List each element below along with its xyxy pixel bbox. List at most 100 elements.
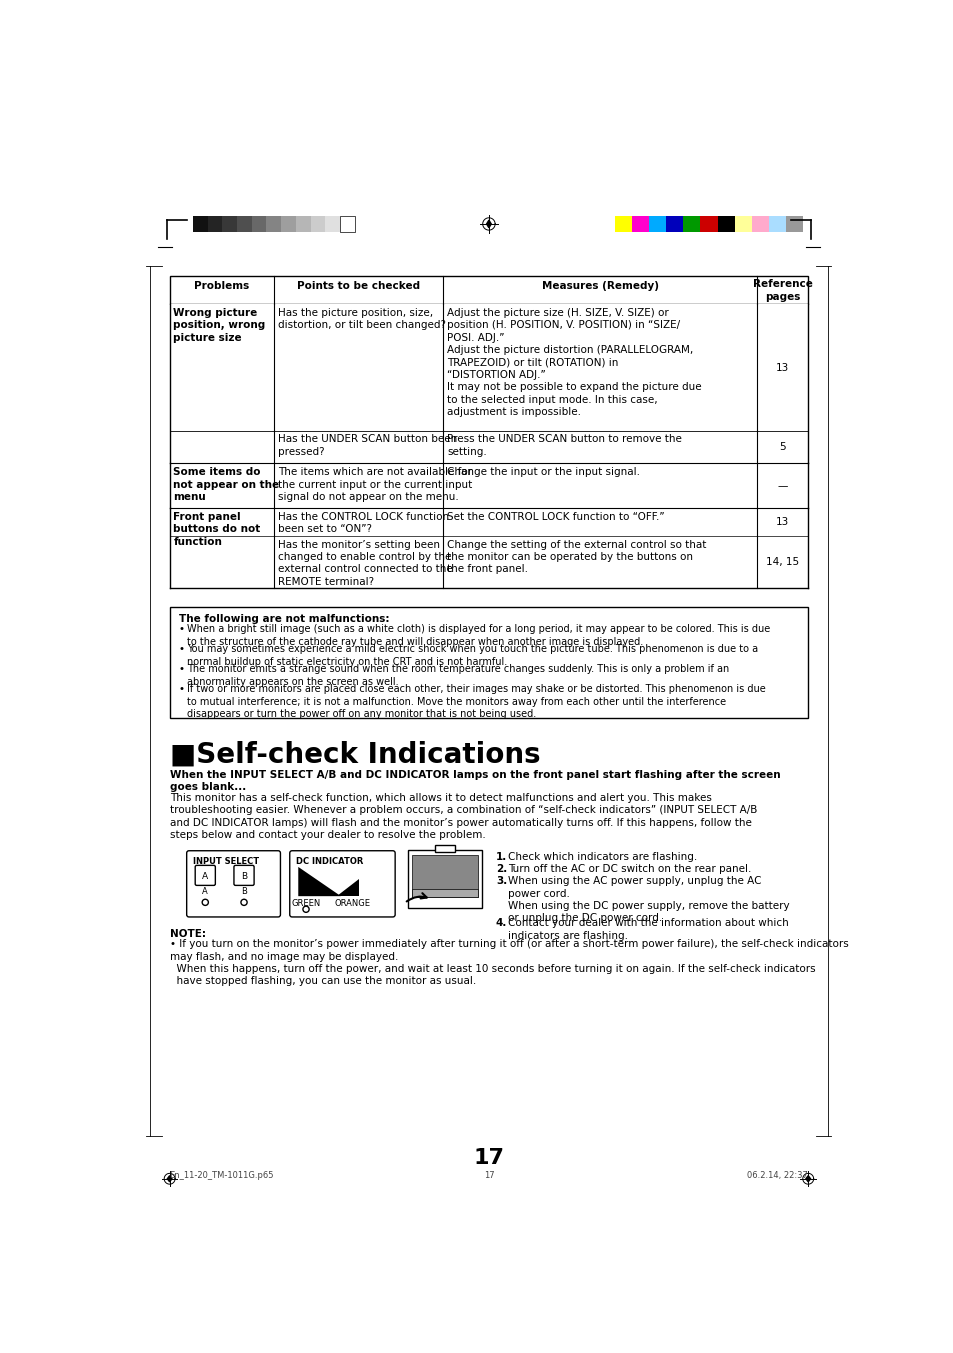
Text: B: B bbox=[241, 888, 247, 896]
FancyBboxPatch shape bbox=[290, 851, 395, 917]
Text: Has the monitor’s setting been
changed to enable control by the
external control: Has the monitor’s setting been changed t… bbox=[278, 540, 453, 587]
Text: B: B bbox=[241, 873, 247, 881]
Bar bbox=[615, 216, 632, 231]
Text: When a bright still image (such as a white cloth) is displayed for a long period: When a bright still image (such as a whi… bbox=[187, 624, 769, 647]
Bar bbox=[435, 846, 455, 851]
Bar bbox=[717, 216, 734, 231]
Text: A: A bbox=[202, 873, 208, 881]
Text: Change the input or the input signal.: Change the input or the input signal. bbox=[447, 467, 639, 478]
Text: Points to be checked: Points to be checked bbox=[296, 281, 420, 291]
Bar bbox=[311, 216, 325, 231]
Text: 1.: 1. bbox=[496, 851, 507, 862]
Text: When using the AC power supply, unplug the AC
power cord.
When using the DC powe: When using the AC power supply, unplug t… bbox=[508, 877, 789, 923]
Bar bbox=[170, 607, 807, 717]
Text: —: — bbox=[777, 480, 787, 491]
Text: The monitor emits a strange sound when the room temperature changes suddenly. Th: The monitor emits a strange sound when t… bbox=[187, 664, 728, 687]
Bar bbox=[170, 509, 807, 589]
Text: You may sometimes experience a mild electric shock when you touch the picture tu: You may sometimes experience a mild elec… bbox=[187, 644, 757, 667]
Bar bbox=[295, 216, 311, 231]
Bar bbox=[252, 216, 266, 231]
Text: 17: 17 bbox=[473, 1147, 504, 1168]
Polygon shape bbox=[486, 221, 491, 227]
Polygon shape bbox=[298, 867, 340, 896]
Polygon shape bbox=[805, 1176, 810, 1181]
Text: Has the CONTROL LOCK function
been set to “ON”?: Has the CONTROL LOCK function been set t… bbox=[278, 511, 449, 534]
Text: 13: 13 bbox=[775, 363, 788, 372]
Text: Wrong picture
position, wrong
picture size: Wrong picture position, wrong picture si… bbox=[173, 308, 266, 342]
Polygon shape bbox=[336, 879, 358, 896]
Text: Check which indicators are flashing.: Check which indicators are flashing. bbox=[508, 851, 697, 862]
Bar bbox=[682, 216, 700, 231]
Bar bbox=[632, 216, 649, 231]
Text: Adjust the picture size (H. SIZE, V. SIZE) or
position (H. POSITION, V. POSITION: Adjust the picture size (H. SIZE, V. SIZ… bbox=[447, 308, 701, 417]
Bar bbox=[785, 216, 802, 231]
Bar bbox=[700, 216, 717, 231]
Bar bbox=[170, 464, 807, 509]
Text: DC INDICATOR: DC INDICATOR bbox=[295, 856, 363, 866]
Text: The following are not malfunctions:: The following are not malfunctions: bbox=[179, 613, 389, 624]
Bar bbox=[734, 216, 751, 231]
Bar bbox=[266, 216, 281, 231]
Text: ORANGE: ORANGE bbox=[335, 900, 370, 908]
Circle shape bbox=[202, 900, 208, 905]
Text: If two or more monitors are placed close each other, their images may shake or b: If two or more monitors are placed close… bbox=[187, 685, 764, 720]
Text: Front panel
buttons do not
function: Front panel buttons do not function bbox=[173, 511, 260, 547]
Polygon shape bbox=[167, 1176, 172, 1181]
Text: When the INPUT SELECT A/B and DC INDICATOR lamps on the front panel start flashi: When the INPUT SELECT A/B and DC INDICAT… bbox=[170, 770, 780, 793]
Bar bbox=[666, 216, 682, 231]
Bar bbox=[170, 276, 807, 304]
Bar bbox=[751, 216, 768, 231]
Text: Some items do
not appear on the
menu: Some items do not appear on the menu bbox=[173, 467, 279, 502]
Text: A: A bbox=[202, 888, 208, 896]
Text: 4.: 4. bbox=[496, 919, 507, 928]
Bar bbox=[412, 855, 477, 897]
Bar bbox=[412, 889, 477, 897]
Text: NOTE:: NOTE: bbox=[170, 928, 206, 939]
Text: •: • bbox=[179, 624, 185, 635]
Text: • If you turn on the monitor’s power immediately after turning it off (or after : • If you turn on the monitor’s power imm… bbox=[170, 939, 847, 986]
Text: 06.2.14, 22:37: 06.2.14, 22:37 bbox=[746, 1172, 807, 1180]
Text: 2.: 2. bbox=[496, 863, 507, 874]
FancyBboxPatch shape bbox=[233, 866, 253, 885]
FancyBboxPatch shape bbox=[195, 866, 215, 885]
FancyBboxPatch shape bbox=[187, 851, 280, 917]
Text: •: • bbox=[179, 644, 185, 655]
Text: •: • bbox=[179, 685, 185, 694]
Text: 5: 5 bbox=[779, 442, 785, 452]
Text: Press the UNDER SCAN button to remove the
setting.: Press the UNDER SCAN button to remove th… bbox=[447, 434, 681, 456]
Text: Has the UNDER SCAN button been
pressed?: Has the UNDER SCAN button been pressed? bbox=[278, 434, 456, 456]
Text: 13: 13 bbox=[775, 517, 788, 526]
Text: 3.: 3. bbox=[496, 877, 507, 886]
Text: GREEN: GREEN bbox=[291, 900, 320, 908]
Text: This monitor has a self-check function, which allows it to detect malfunctions a: This monitor has a self-check function, … bbox=[170, 793, 757, 840]
Bar bbox=[170, 304, 807, 432]
Text: The items which are not available for
the current input or the current input
sig: The items which are not available for th… bbox=[278, 467, 472, 502]
Bar bbox=[649, 216, 666, 231]
Text: Change the setting of the external control so that
the monitor can be operated b: Change the setting of the external contr… bbox=[447, 540, 706, 575]
Bar bbox=[768, 216, 785, 231]
Bar bbox=[325, 216, 340, 231]
Text: Turn off the AC or DC switch on the rear panel.: Turn off the AC or DC switch on the rear… bbox=[508, 863, 751, 874]
Text: INPUT SELECT: INPUT SELECT bbox=[193, 856, 258, 866]
Text: Has the picture position, size,
distortion, or tilt been changed?: Has the picture position, size, distorti… bbox=[278, 308, 446, 330]
Bar bbox=[340, 216, 355, 231]
Circle shape bbox=[241, 900, 247, 905]
Bar bbox=[208, 216, 222, 231]
Text: ■Self-check Indications: ■Self-check Indications bbox=[170, 740, 539, 769]
Text: 17: 17 bbox=[483, 1172, 494, 1180]
Bar bbox=[236, 216, 252, 231]
Text: 14, 15: 14, 15 bbox=[765, 557, 799, 567]
Bar bbox=[408, 850, 481, 908]
Bar bbox=[193, 216, 208, 231]
Text: •: • bbox=[179, 664, 185, 674]
Bar bbox=[170, 432, 807, 464]
Text: Set the CONTROL LOCK function to “OFF.”: Set the CONTROL LOCK function to “OFF.” bbox=[447, 511, 664, 522]
Text: Reference
pages: Reference pages bbox=[752, 280, 812, 302]
Text: Measures (Remedy): Measures (Remedy) bbox=[541, 281, 658, 291]
Circle shape bbox=[303, 907, 309, 912]
Text: Problems: Problems bbox=[194, 281, 250, 291]
Bar bbox=[222, 216, 236, 231]
Text: Contact your dealer with the information about which
indicators are flashing.: Contact your dealer with the information… bbox=[508, 919, 788, 940]
Bar bbox=[281, 216, 295, 231]
Text: En_11-20_TM-1011G.p65: En_11-20_TM-1011G.p65 bbox=[170, 1172, 274, 1180]
